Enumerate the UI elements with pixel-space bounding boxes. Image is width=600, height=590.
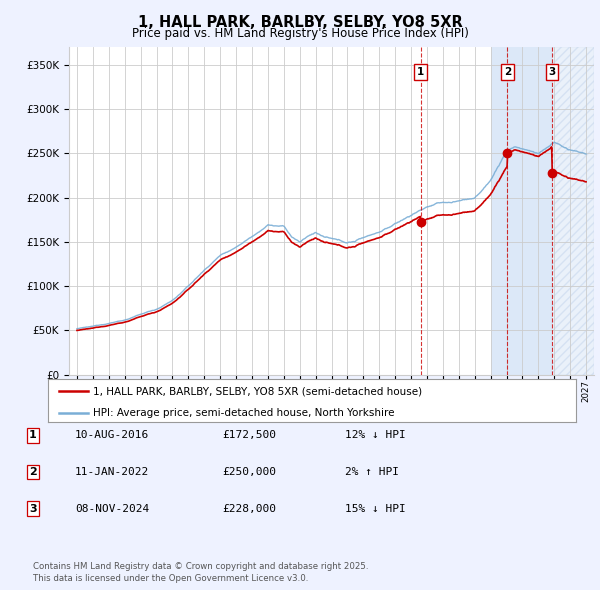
Text: 12% ↓ HPI: 12% ↓ HPI bbox=[345, 431, 406, 440]
Text: 10-AUG-2016: 10-AUG-2016 bbox=[75, 431, 149, 440]
Bar bbox=[491, 47, 552, 375]
Text: 3: 3 bbox=[548, 67, 556, 77]
Text: 3: 3 bbox=[29, 504, 37, 513]
Text: 1, HALL PARK, BARLBY, SELBY, YO8 5XR: 1, HALL PARK, BARLBY, SELBY, YO8 5XR bbox=[137, 15, 463, 30]
Text: Contains HM Land Registry data © Crown copyright and database right 2025.
This d: Contains HM Land Registry data © Crown c… bbox=[33, 562, 368, 583]
Text: 2: 2 bbox=[503, 67, 511, 77]
Text: 2: 2 bbox=[29, 467, 37, 477]
Text: 15% ↓ HPI: 15% ↓ HPI bbox=[345, 504, 406, 513]
Text: Price paid vs. HM Land Registry's House Price Index (HPI): Price paid vs. HM Land Registry's House … bbox=[131, 27, 469, 40]
Text: 11-JAN-2022: 11-JAN-2022 bbox=[75, 467, 149, 477]
Text: £172,500: £172,500 bbox=[222, 431, 276, 440]
Text: 1, HALL PARK, BARLBY, SELBY, YO8 5XR (semi-detached house): 1, HALL PARK, BARLBY, SELBY, YO8 5XR (se… bbox=[93, 386, 422, 396]
Text: 2% ↑ HPI: 2% ↑ HPI bbox=[345, 467, 399, 477]
Text: 08-NOV-2024: 08-NOV-2024 bbox=[75, 504, 149, 513]
Bar bbox=[552, 47, 594, 375]
Text: HPI: Average price, semi-detached house, North Yorkshire: HPI: Average price, semi-detached house,… bbox=[93, 408, 394, 418]
Text: £250,000: £250,000 bbox=[222, 467, 276, 477]
Text: 1: 1 bbox=[417, 67, 424, 77]
Text: £228,000: £228,000 bbox=[222, 504, 276, 513]
Text: 1: 1 bbox=[29, 431, 37, 440]
